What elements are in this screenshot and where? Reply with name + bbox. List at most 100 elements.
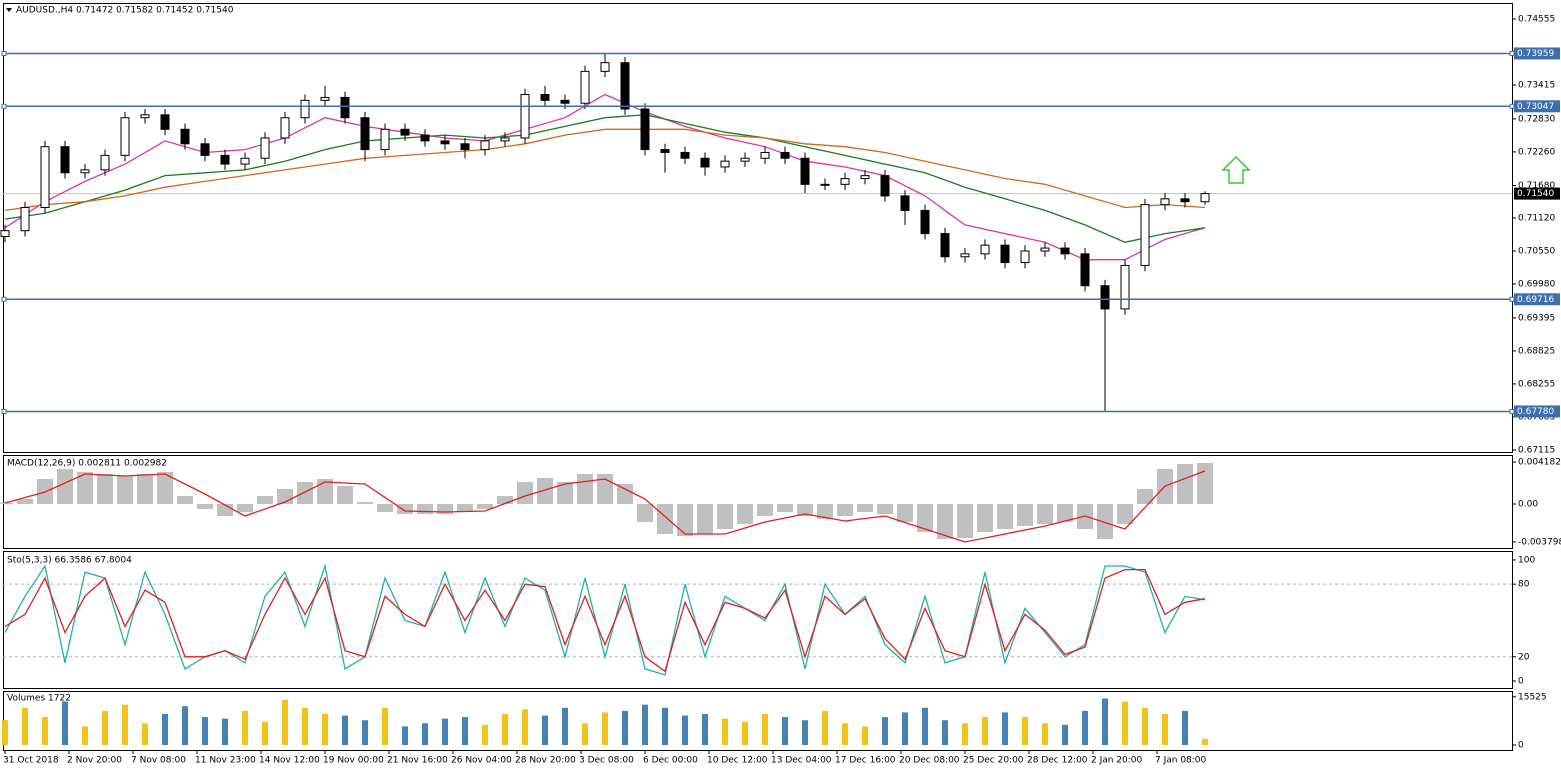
candle-body	[1020, 250, 1030, 264]
y-tick-label: 0.004182	[1518, 458, 1561, 468]
macd-bar	[937, 504, 953, 539]
volume-bar	[102, 710, 108, 746]
y-tick-label: 0.72830	[1518, 114, 1555, 124]
macd-bar	[1037, 504, 1053, 524]
candle-body	[840, 178, 850, 185]
x-tick-label: 19 Nov 00:00	[323, 756, 384, 766]
macd-bar	[617, 484, 633, 504]
volume-bar	[782, 717, 788, 746]
macd-bar	[997, 504, 1013, 529]
y-tick-label: 0.68255	[1518, 379, 1555, 389]
y-tick-label: 0.71120	[1518, 213, 1555, 223]
macd-bar	[0, 503, 13, 504]
macd-bar	[557, 482, 573, 504]
level-label: 0.67780	[1517, 407, 1554, 417]
candle-body	[700, 157, 710, 168]
candle-body	[1200, 193, 1210, 203]
macd-bar	[637, 504, 653, 522]
x-tick-label: 31 Oct 2018	[3, 756, 59, 766]
candle-body	[40, 146, 50, 209]
macd-bar	[657, 504, 673, 534]
macd-panel	[3, 455, 1513, 549]
macd-bar	[837, 504, 853, 516]
candle-body	[80, 169, 90, 174]
candle-body	[320, 96, 330, 101]
candle-body	[1060, 247, 1070, 255]
candle-body	[460, 143, 470, 151]
volume-bar	[622, 710, 628, 746]
candle-body	[240, 157, 250, 165]
candle-body	[1000, 244, 1010, 264]
level-handle	[1, 296, 7, 302]
x-tick-label: 2 Nov 20:00	[67, 756, 122, 766]
volume-bar	[762, 713, 768, 746]
macd-bar	[477, 504, 493, 509]
candle-body	[760, 151, 770, 159]
volume-bar	[1162, 713, 1168, 746]
candle-body	[960, 253, 970, 258]
candle-body	[300, 99, 310, 119]
macd-bar	[797, 504, 813, 516]
candle-body	[520, 94, 530, 139]
x-tick-label: 13 Dec 04:00	[771, 756, 832, 766]
macd-bar	[237, 504, 253, 512]
candle-body	[680, 151, 690, 159]
y-tick-label: 0.70550	[1518, 246, 1555, 256]
macd-bar	[1117, 504, 1133, 524]
volume-bar	[22, 707, 28, 746]
macd-bar	[17, 499, 33, 504]
candle-body	[900, 195, 910, 211]
main-panel	[3, 3, 1513, 453]
y-tick-label: 100	[1518, 555, 1535, 565]
volume-bar	[262, 721, 268, 746]
macd-bar	[357, 502, 373, 504]
x-tick-label: 11 Nov 23:00	[195, 756, 256, 766]
macd-bar	[197, 504, 213, 509]
macd-bar	[577, 474, 593, 504]
macd-bar	[1017, 504, 1033, 526]
volume-bar	[862, 726, 868, 746]
volume-bar	[82, 726, 88, 746]
candle-body	[1100, 285, 1110, 310]
y-tick-label: -0.003798	[1518, 537, 1561, 547]
stochastic-title: Sto(5,3,3) 66.3586 67.8004	[7, 556, 132, 566]
level-handle	[1, 103, 7, 109]
volume-bar	[142, 723, 148, 746]
x-tick-label: 20 Dec 08:00	[899, 756, 960, 766]
x-tick-label: 21 Nov 16:00	[387, 756, 448, 766]
y-tick-label: 15525	[1518, 692, 1547, 702]
macd-bar	[177, 496, 193, 504]
x-tick-label: 7 Jan 08:00	[1155, 756, 1207, 766]
x-tick-label: 25 Dec 20:00	[963, 756, 1024, 766]
level-handle	[1509, 50, 1515, 56]
y-tick-label: 80	[1518, 580, 1530, 590]
macd-bar	[897, 504, 913, 522]
volume-bar	[422, 723, 428, 746]
candle-body	[600, 62, 610, 72]
volume-bar	[502, 713, 508, 746]
volume-bar	[122, 704, 128, 746]
volume-bar	[662, 707, 668, 746]
volume-bar	[1042, 723, 1048, 746]
volume-bar	[1082, 710, 1088, 746]
macd-bar	[777, 504, 793, 512]
macd-bar	[57, 469, 73, 504]
candle-body	[420, 134, 430, 142]
volume-bar	[222, 718, 228, 746]
candle-body	[620, 62, 630, 110]
macd-bar	[397, 504, 413, 514]
volume-bar	[722, 718, 728, 746]
macd-bar	[337, 486, 353, 504]
volume-bar	[942, 720, 948, 746]
volume-bar	[362, 720, 368, 746]
moving-average-line	[4, 128, 1206, 212]
y-tick-label: 0	[1518, 676, 1524, 686]
candle-body	[1160, 198, 1170, 206]
candle-body	[1140, 204, 1150, 266]
candle-body	[820, 183, 830, 186]
volume-bar	[202, 717, 208, 746]
candle-body	[60, 146, 70, 174]
macd-bar	[537, 478, 553, 504]
level-handle	[1509, 408, 1515, 414]
volume-bar	[1102, 698, 1108, 746]
